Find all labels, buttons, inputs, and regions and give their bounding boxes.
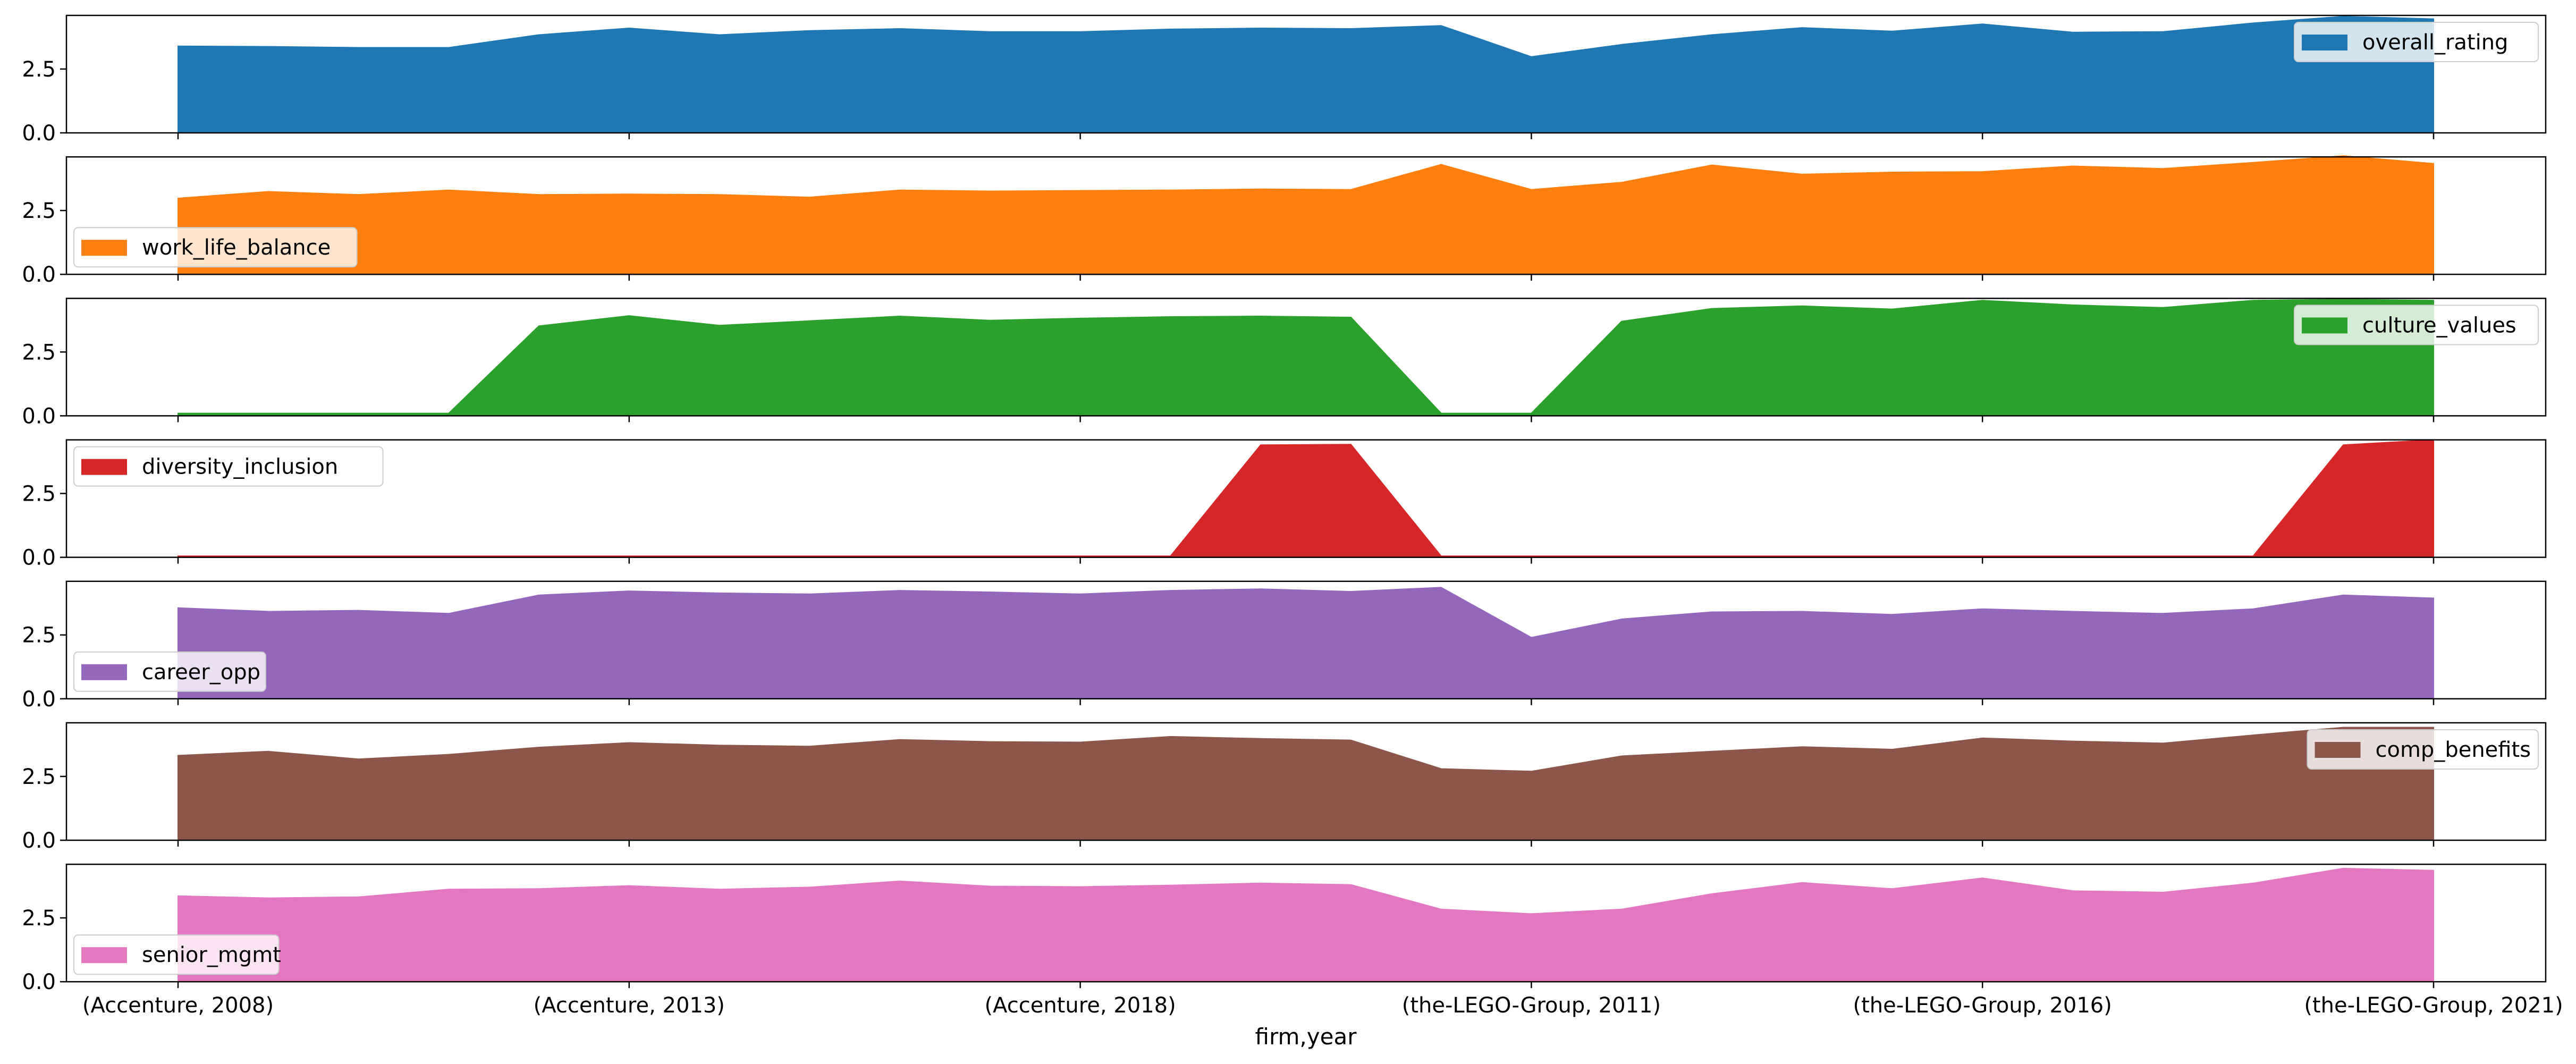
legend-box [73,651,266,692]
legend-box [73,227,358,268]
y-tick-label: 2.5 [22,482,56,506]
legend-diversity_inclusion: diversity_inclusion [73,446,384,487]
area-comp_benefits [178,727,2434,841]
y-tick-label: 0.0 [22,121,56,146]
x-tick-label: (the-LEGO-Group, 2016) [1853,993,2112,1018]
legend-senior_mgmt: senior_mgmt [73,934,281,975]
y-tick-label: 2.5 [22,765,56,789]
x-axis-label: firm,year [1255,1024,1357,1050]
legend-swatch [81,459,127,475]
subplot-overall_rating: 0.0 2.5 overall_rating [22,14,2547,146]
legend-label: comp_benefits [2376,738,2531,762]
axes-frame [65,580,2547,700]
axes-frame [65,863,2547,983]
area-senior_mgmt [178,867,2434,983]
legend-work_life_balance: work_life_balance [73,227,358,268]
area-career_opp [178,587,2434,699]
legend-swatch [81,947,127,964]
subplot-senior_mgmt: 0.0 2.5 senior_mgmt [22,863,2547,994]
axes-frame [65,156,2547,275]
legend-label: overall_rating [2362,30,2508,55]
legend-comp_benefits: comp_benefits [2307,729,2539,770]
y-tick-label: 2.5 [22,623,56,648]
subplot-diversity_inclusion: 0.0 2.5 diversity_inclusion [22,439,2547,570]
subplot-panels: 0.0 2.5 overall_rating 0.0 2.5 work_life_bala… [22,14,2547,994]
legend-swatch [81,240,127,256]
area-diversity_inclusion [178,439,2434,558]
shared-x-axis: (Accenture, 2008) (Accenture, 2013) (Accen… [82,993,2563,1018]
legend-label: career_opp [142,660,260,685]
x-tick-label: (the-LEGO-Group, 2021) [2304,993,2563,1018]
legend-swatch [81,664,127,680]
legend-overall_rating: overall_rating [2294,22,2539,62]
x-tick-label: (Accenture, 2008) [82,993,274,1018]
y-tick-label: 2.5 [22,340,56,365]
subplot-culture_values: 0.0 2.5 culture_values [22,298,2547,428]
axes-frame [65,298,2547,417]
legend-box [2294,22,2539,62]
legend-box [73,934,280,975]
legend-culture_values: culture_values [2294,305,2539,345]
y-tick-label: 2.5 [22,57,56,82]
legend-swatch [2302,35,2347,50]
legend-label: diversity_inclusion [142,455,338,479]
legend-label: work_life_balance [142,235,331,260]
area-work_life_balance [178,155,2434,275]
x-tick-label: (Accenture, 2013) [534,993,725,1018]
legend-swatch [2315,742,2361,758]
subplot-comp_benefits: 0.0 2.5 comp_benefits [22,722,2547,853]
x-tick-label: (the-LEGO-Group, 2011) [1402,993,1661,1018]
x-tick-label: (Accenture, 2018) [984,993,1176,1018]
legend-box [2294,305,2539,345]
subplot-career_opp: 0.0 2.5 career_opp [22,580,2547,712]
y-tick-label: 0.0 [22,546,56,570]
y-tick-label: 2.5 [22,199,56,223]
y-tick-label: 0.0 [22,829,56,853]
subplot-work_life_balance: 0.0 2.5 work_life_balance [22,155,2547,287]
axes-frame [65,722,2547,841]
axes-frame [65,439,2547,558]
y-tick-label: 0.0 [22,970,56,994]
y-tick-label: 0.0 [22,263,56,287]
y-tick-label: 0.0 [22,404,56,428]
legend-box [73,446,384,487]
y-tick-label: 0.0 [22,687,56,712]
legend-box [2307,729,2539,770]
legend-label: senior_mgmt [142,943,281,967]
legend-career_opp: career_opp [73,651,266,692]
axes-frame [65,14,2547,134]
legend-label: culture_values [2362,313,2516,337]
legend-swatch [2302,317,2347,334]
area-culture_values [178,299,2434,417]
y-tick-label: 2.5 [22,906,56,931]
area-overall_rating [178,15,2434,133]
